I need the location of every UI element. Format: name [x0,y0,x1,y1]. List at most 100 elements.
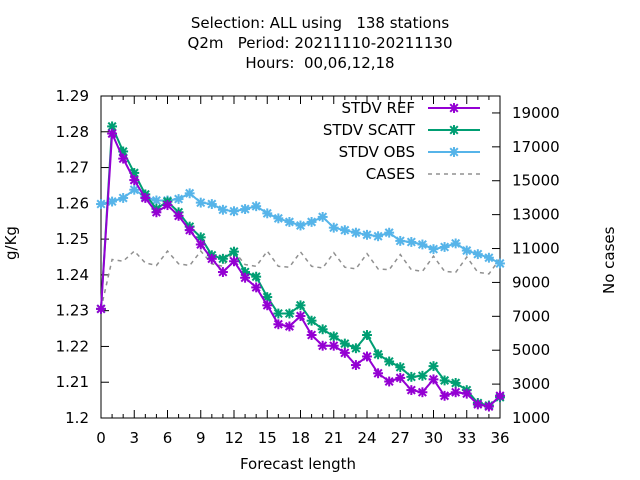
x-tick-label: 6 [163,429,173,447]
data-point-stdv-obs [306,216,317,227]
data-point-stdv-obs [251,201,262,212]
data-point-stdv-scatt [229,246,239,257]
data-point-stdv-ref [461,388,472,399]
series-line-cases [100,249,501,309]
data-point-stdv-obs [273,213,284,224]
data-point-stdv-scatt [273,308,284,319]
data-point-stdv-obs [384,227,395,238]
data-point-stdv-obs [96,199,106,209]
data-point-stdv-ref [395,372,406,383]
data-point-stdv-ref [406,385,417,396]
data-point-stdv-ref [339,347,350,358]
data-point-stdv-scatt [306,315,317,326]
data-point-stdv-ref [195,239,206,250]
x-tick-label: 3 [129,429,139,447]
data-point-stdv-scatt [284,308,295,319]
data-point-stdv-scatt [428,361,439,372]
data-point-stdv-ref [373,368,384,379]
data-point-stdv-scatt [373,349,384,360]
x-tick-label: 30 [424,429,443,447]
data-point-stdv-ref [384,376,395,387]
data-point-stdv-obs [328,222,339,233]
y-tick-label: 1.28 [56,123,89,141]
y-axis-title: g/Kg [2,226,20,260]
data-point-stdv-ref [450,387,461,398]
data-point-stdv-ref [417,387,428,398]
y2-tick-label: 5000 [512,341,550,359]
y2-tick-label: 9000 [512,273,550,291]
data-point-stdv-ref [284,321,295,332]
x-tick-label: 33 [457,429,476,447]
data-point-stdv-scatt [362,330,372,340]
y-tick-label: 1.25 [56,230,89,248]
y2-tick-label: 11000 [512,240,560,258]
legend-label-cases: CASES [366,165,415,183]
data-point-stdv-obs [362,229,372,240]
data-point-stdv-ref [295,311,306,321]
data-point-stdv-scatt [450,377,461,388]
data-point-stdv-ref [317,340,328,351]
data-point-stdv-ref [439,390,450,401]
data-point-stdv-ref [483,401,494,412]
data-point-stdv-ref [362,351,372,362]
y-tick-label: 1.21 [56,373,89,391]
data-point-stdv-scatt [328,331,339,342]
x-tick-label: 36 [490,429,509,447]
data-point-stdv-obs [107,196,118,207]
y2-tick-label: 17000 [512,138,560,156]
data-point-stdv-scatt [339,338,350,349]
chart-title-line-1: Selection: ALL using 138 stations [190,14,450,32]
data-point-stdv-obs [472,249,483,260]
data-point-stdv-obs [229,206,239,217]
plot-frame [100,95,501,419]
data-point-stdv-scatt [251,271,262,282]
y2-axis-title: No cases [600,226,618,294]
data-point-stdv-scatt [317,324,328,335]
data-point-stdv-ref [162,200,173,211]
data-point-stdv-ref [328,340,339,351]
data-point-stdv-obs [151,195,162,206]
data-point-stdv-ref [229,256,239,267]
y-tick-label: 1.26 [56,194,89,212]
data-point-stdv-obs [184,188,195,199]
data-point-stdv-ref [173,210,184,221]
x-tick-label: 15 [258,429,277,447]
legend-label-stdv-obs: STDV OBS [339,143,415,161]
data-point-stdv-obs [339,225,350,236]
legend-label-stdv-scatt: STDV SCATT [323,121,416,139]
x-tick-label: 9 [196,429,206,447]
data-point-stdv-scatt [350,343,361,354]
x-tick-label: 21 [324,429,343,447]
chart-title-line-2: Q2m Period: 20211110-20211130 [187,34,453,52]
x-axis-title: Forecast length [239,455,357,473]
data-point-stdv-ref [495,390,505,401]
data-point-stdv-obs [483,252,494,263]
data-point-stdv-ref [151,207,162,218]
data-point-stdv-obs [373,231,384,242]
data-point-stdv-scatt [384,356,395,367]
data-point-stdv-obs [350,227,361,238]
y-tick-label: 1.22 [56,337,89,355]
y2-tick-label: 15000 [512,172,560,190]
y-tick-label: 1.29 [56,87,89,105]
data-point-stdv-ref [96,303,106,314]
series-line-stdv-ref [100,133,501,408]
data-point-stdv-obs [317,211,328,222]
data-point-stdv-obs [284,216,295,227]
data-point-stdv-ref [140,193,151,203]
x-tick-label: 0 [96,429,106,447]
data-point-stdv-scatt [439,375,450,386]
data-point-stdv-obs [195,197,206,208]
data-point-stdv-obs [206,199,217,209]
data-point-stdv-obs [295,220,306,231]
chart-title-line-3: Hours: 00,06,12,18 [245,54,395,72]
x-tick-label: 12 [224,429,243,447]
data-point-stdv-ref [251,282,262,293]
data-point-stdv-obs [173,194,184,204]
data-point-stdv-obs [428,244,439,255]
series-line-stdv-scatt [100,125,501,407]
data-point-stdv-ref [306,330,317,340]
y-tick-label: 1.2 [65,409,89,427]
y2-tick-label: 1000 [512,409,550,427]
